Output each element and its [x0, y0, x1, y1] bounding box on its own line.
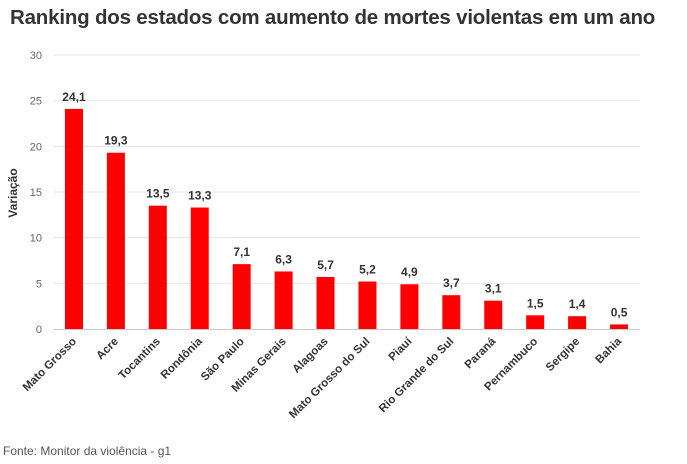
data-label: 0,5 [611, 305, 628, 319]
bar [274, 271, 293, 329]
data-labels: 24,1 19,3 13,5 13,3 7,1 6,3 5,7 5,2 4,9 3,7 3,1 1,5… [62, 90, 627, 320]
y-axis-label: Variação [6, 168, 20, 217]
bars [64, 108, 629, 330]
data-label: 1,4 [569, 297, 586, 311]
x-tick-label: Rio Grande do Sul [377, 336, 456, 415]
data-label: 3,7 [443, 276, 460, 290]
y-tick-label: 0 [36, 324, 42, 336]
x-tick-label: Piauí [387, 335, 415, 363]
y-tick-label: 25 [30, 96, 42, 108]
x-tick-label: Paraná [463, 335, 499, 371]
y-axis-ticks: 0 5 10 15 20 25 30 [30, 50, 42, 336]
bar [484, 300, 503, 329]
bar [610, 324, 629, 329]
x-tick-label: Bahia [594, 335, 625, 366]
x-tick-label: Acre [94, 336, 121, 363]
x-tick-label: Mato Grosso do Sul [287, 336, 372, 421]
y-tick-label: 30 [30, 50, 42, 62]
x-tick-label: Mato Grosso [21, 336, 79, 394]
data-label: 5,2 [359, 263, 376, 277]
data-label: 6,3 [275, 252, 292, 266]
gridlines [53, 54, 640, 284]
data-label: 4,9 [401, 265, 418, 279]
x-tick-label: Tocantins [117, 336, 163, 382]
data-label: 7,1 [233, 245, 250, 259]
data-label: 19,3 [104, 134, 128, 148]
x-tick-label: Sergipe [544, 336, 582, 374]
bar [190, 207, 209, 329]
bar [442, 295, 461, 329]
bar [568, 316, 587, 329]
data-label: 24,1 [62, 90, 86, 104]
y-tick-label: 5 [36, 278, 42, 290]
bar [148, 205, 167, 329]
data-label: 5,7 [317, 258, 334, 272]
bar [106, 152, 125, 329]
data-label: 3,1 [485, 282, 502, 296]
y-tick-label: 15 [30, 187, 42, 199]
bar [316, 276, 335, 329]
data-label: 13,5 [146, 187, 170, 201]
bar [232, 264, 251, 329]
chart-title: Ranking dos estados com aumento de morte… [10, 6, 656, 29]
bar [358, 281, 377, 329]
y-tick-label: 20 [30, 141, 42, 153]
bar [400, 284, 419, 329]
data-label: 1,5 [527, 296, 544, 310]
bar [526, 315, 545, 329]
source-note: Fonte: Monitor da violência - g1 [3, 444, 172, 458]
y-tick-label: 10 [30, 233, 42, 245]
data-label: 13,3 [188, 189, 212, 203]
x-tick-label: Alagoas [291, 336, 331, 376]
bar [64, 108, 83, 330]
